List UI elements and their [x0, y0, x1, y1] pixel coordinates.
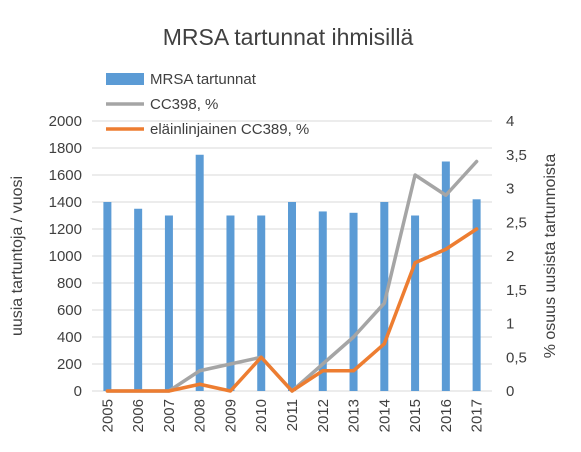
y-right-tick-label: 0,5	[506, 349, 527, 366]
x-tick-label: 2012	[315, 399, 332, 432]
bar-series	[103, 154, 481, 391]
y-left-tick-label: 600	[57, 302, 82, 319]
y-left-tick-label: 1200	[49, 221, 82, 238]
bar-2009	[226, 215, 235, 391]
bar-2005	[103, 202, 112, 391]
bar-2006	[134, 208, 143, 391]
y-left-tick-label: 800	[57, 275, 82, 292]
line-series-2	[105, 227, 479, 393]
legend: MRSA tartunnat CC398, % eläinlinjainen CC3…	[106, 71, 309, 138]
y-right-tick-label: 2	[506, 248, 514, 265]
y-left-tick-label: 1400	[49, 194, 82, 211]
legend-entry: CC398, %	[150, 96, 218, 113]
bar-2015	[411, 215, 420, 391]
y-left-tick-label: 400	[57, 329, 82, 346]
x-tick-label: 2008	[192, 399, 209, 432]
x-tick-label: 2013	[346, 399, 363, 432]
x-tick-label: 2005	[99, 399, 116, 432]
x-tick-label: 2016	[438, 399, 455, 432]
x-axis: 2005 2006 2007 2008 2009 2010 2011 2012 2013 2014…	[99, 399, 485, 432]
x-tick-label: 2006	[130, 399, 147, 432]
x-tick-label: 2010	[253, 399, 270, 432]
bar-2008	[195, 154, 204, 391]
bar-2007	[164, 215, 173, 391]
y-left-tick-label: 1000	[49, 248, 82, 265]
x-tick-label: 2015	[407, 399, 424, 432]
y-axis-left: 0 200 400 600 800 1000 1200 1400 1600 1800 2000	[49, 113, 82, 400]
y-right-tick-label: 3,5	[506, 147, 527, 164]
x-tick-label: 2009	[222, 399, 239, 432]
y-axis-right: 0 0,5 1 1,5 2 2,5 3 3,5 4	[506, 113, 527, 400]
y-left-tick-label: 200	[57, 356, 82, 373]
y-axis-left-title: uusia tartuntoja / vuosi	[9, 176, 26, 336]
legend-entry: MRSA tartunnat	[150, 71, 257, 88]
bar-2016	[441, 161, 450, 391]
y-right-tick-label: 4	[506, 113, 514, 130]
bar-2013	[349, 212, 358, 391]
y-right-tick-label: 1,5	[506, 282, 527, 299]
bar-2010	[257, 215, 266, 391]
y-left-tick-label: 0	[74, 383, 82, 400]
y-axis-right-title: % osuus uusista tartunnoista	[542, 154, 559, 359]
bar-2012	[318, 211, 327, 391]
x-tick-label: 2017	[469, 399, 486, 432]
y-right-tick-label: 2,5	[506, 214, 527, 231]
x-tick-label: 2007	[161, 399, 178, 432]
x-tick-label: 2014	[376, 399, 393, 432]
y-right-tick-label: 0	[506, 383, 514, 400]
legend-swatch	[106, 73, 144, 85]
y-left-tick-label: 1800	[49, 140, 82, 157]
legend-entry: eläinlinjainen CC389, %	[150, 121, 309, 138]
line-series	[105, 159, 479, 393]
y-right-tick-label: 3	[506, 181, 514, 198]
y-left-tick-label: 1600	[49, 167, 82, 184]
bar-2011	[288, 202, 296, 391]
y-left-tick-label: 2000	[49, 113, 82, 130]
chart-title: MRSA tartunnat ihmisillä	[163, 24, 414, 50]
x-tick-label: 2011	[284, 399, 301, 431]
y-right-tick-label: 1	[506, 316, 514, 333]
bar-2017	[472, 199, 481, 391]
